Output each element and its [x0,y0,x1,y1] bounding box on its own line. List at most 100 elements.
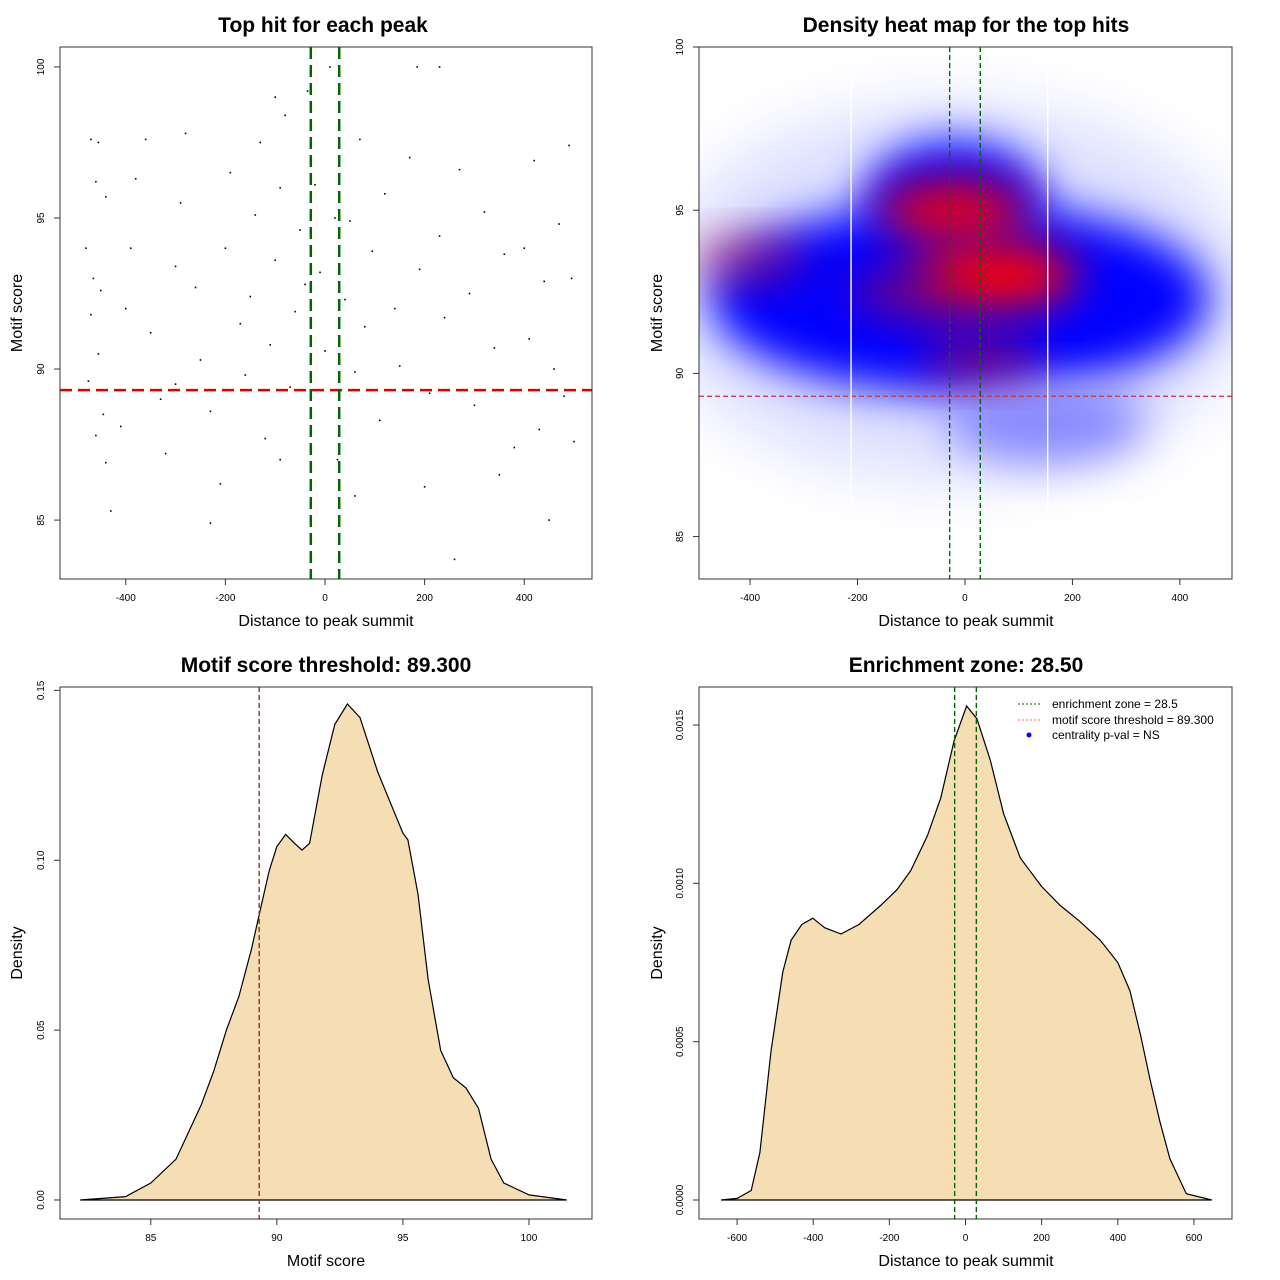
x-tick-label: -400 [116,593,136,604]
y-axis-label: Density [9,926,26,979]
scatter-point [179,202,182,204]
scatter-point [354,495,356,497]
scatter-point [371,250,374,253]
scatter-point [563,395,565,398]
y-tick-label: 0.00 [36,1190,47,1210]
x-tick-label: 600 [1186,1233,1203,1244]
x-axis-label: Motif score [287,1253,365,1270]
scatter-point [393,307,396,310]
scatter-point [249,295,252,298]
scatter-point [408,156,411,159]
scatter-point [319,271,321,274]
legend: enrichment zone = 28.5 motif score thres… [1018,697,1214,742]
scatter-point [97,141,100,144]
scatter-point [533,159,536,162]
scatter-point [354,371,356,373]
chart-title: Density heat map for the top hits [803,14,1130,37]
scatter-point [95,434,97,437]
scatter-point [513,446,516,449]
scatter-point [284,114,286,117]
y-tick-label: 0.10 [36,850,47,870]
x-tick-label: 200 [1033,1233,1050,1244]
scatter-point [209,522,212,524]
scatter-point [224,247,227,249]
x-tick-label: 85 [145,1233,157,1244]
y-tick-label: 95 [675,204,686,216]
x-tick-label: -600 [727,1233,747,1244]
scatter-point [219,483,222,485]
x-tick-label: 0 [962,593,968,604]
scatter-point [383,193,386,195]
y-axis-label: Motif score [9,274,26,352]
scatter-point [105,461,107,464]
chart-title: Top hit for each peak [218,14,428,37]
scatter-point [538,428,540,431]
scatter-point [473,404,476,407]
scatter-point [124,307,127,310]
scatter-point [85,247,87,249]
y-tick-label: 0.0000 [675,1184,686,1215]
scatter-point [498,473,501,476]
scatter-point [279,458,281,461]
scatter-point [97,353,100,355]
scatter-point [244,374,247,376]
scatter-point [314,183,316,186]
scatter-point [523,247,526,249]
y-tick-label: 85 [675,531,686,543]
scatter-point [378,419,381,422]
scatter-point [90,313,92,316]
scatter-point [558,223,560,225]
chart-title: Enrichment zone: 28.50 [849,654,1084,677]
y-axis-label: Density [649,926,666,979]
y-axis-label: Motif score [649,274,666,352]
x-tick-label: 400 [1109,1233,1126,1244]
scatter-point [443,316,446,319]
scatter-point [174,383,177,385]
heatmap-hotspot [879,179,1030,241]
x-tick-label: -200 [215,593,235,604]
scatter-point [254,214,257,216]
x-axis-label: Distance to peak summit [878,1253,1054,1270]
y-tick-label: 85 [36,514,47,526]
scatter-point [570,277,573,280]
scatter-point [174,265,177,268]
scatter-point [438,66,441,68]
panel-score-density: Motif score threshold: 89.300 Motif scor… [9,654,593,1270]
scatter-point [102,413,105,416]
scatter-point [110,510,112,512]
x-tick-label: 0 [322,593,328,604]
heatmap-layer [699,47,1232,579]
x-tick-label: -200 [847,593,867,604]
scatter-point [209,410,212,413]
heatmap-hotspot [699,233,808,285]
scatter-point [329,66,331,68]
scatter-point [279,186,281,189]
scatter-point [493,347,496,349]
scatter-point [306,90,309,92]
scatter-point [119,425,122,428]
x-tick-label: 200 [416,593,433,604]
density-fill [80,704,567,1200]
x-tick-label: 95 [397,1233,409,1244]
panel-scatter: Top hit for each peak Distance to peak s… [9,14,593,630]
scatter-point [483,211,486,213]
scatter-point [87,380,90,382]
scatter-point [334,217,336,219]
density-curve [721,704,1212,1201]
density-curve [80,703,567,1201]
scatter-point [453,558,456,561]
scatter-point [299,229,301,231]
panel-heatmap: Density heat map for the top hits Distan… [649,14,1233,630]
scatter-point [344,298,346,301]
y-tick-label: 0.0005 [675,1026,686,1057]
scatter-point [194,286,197,289]
scatter-point [264,437,267,440]
scatter-point [568,144,570,147]
y-tick-label: 90 [36,363,47,375]
panel-distance-density: Enrichment zone: 28.50 Distance to peak … [649,654,1233,1270]
scatter-point [364,325,366,328]
x-tick-label: -400 [803,1233,823,1244]
scatter-point [144,138,147,141]
scatter-point [289,386,291,388]
